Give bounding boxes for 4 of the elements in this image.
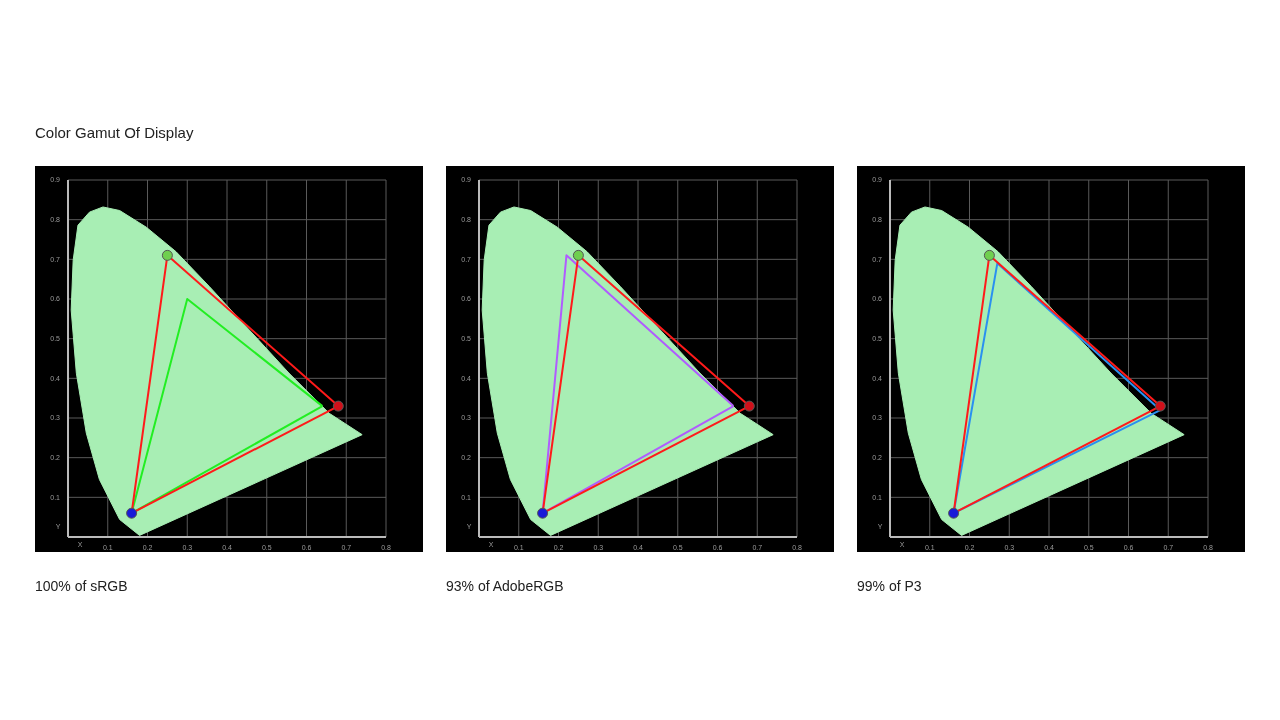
text: 99% of P3: [857, 578, 923, 594]
text: 93% of AdobeRGB: [446, 578, 565, 594]
text: 100% of sRGB: [35, 578, 129, 594]
chart-title: Color Gamut Of Display: [35, 124, 194, 141]
